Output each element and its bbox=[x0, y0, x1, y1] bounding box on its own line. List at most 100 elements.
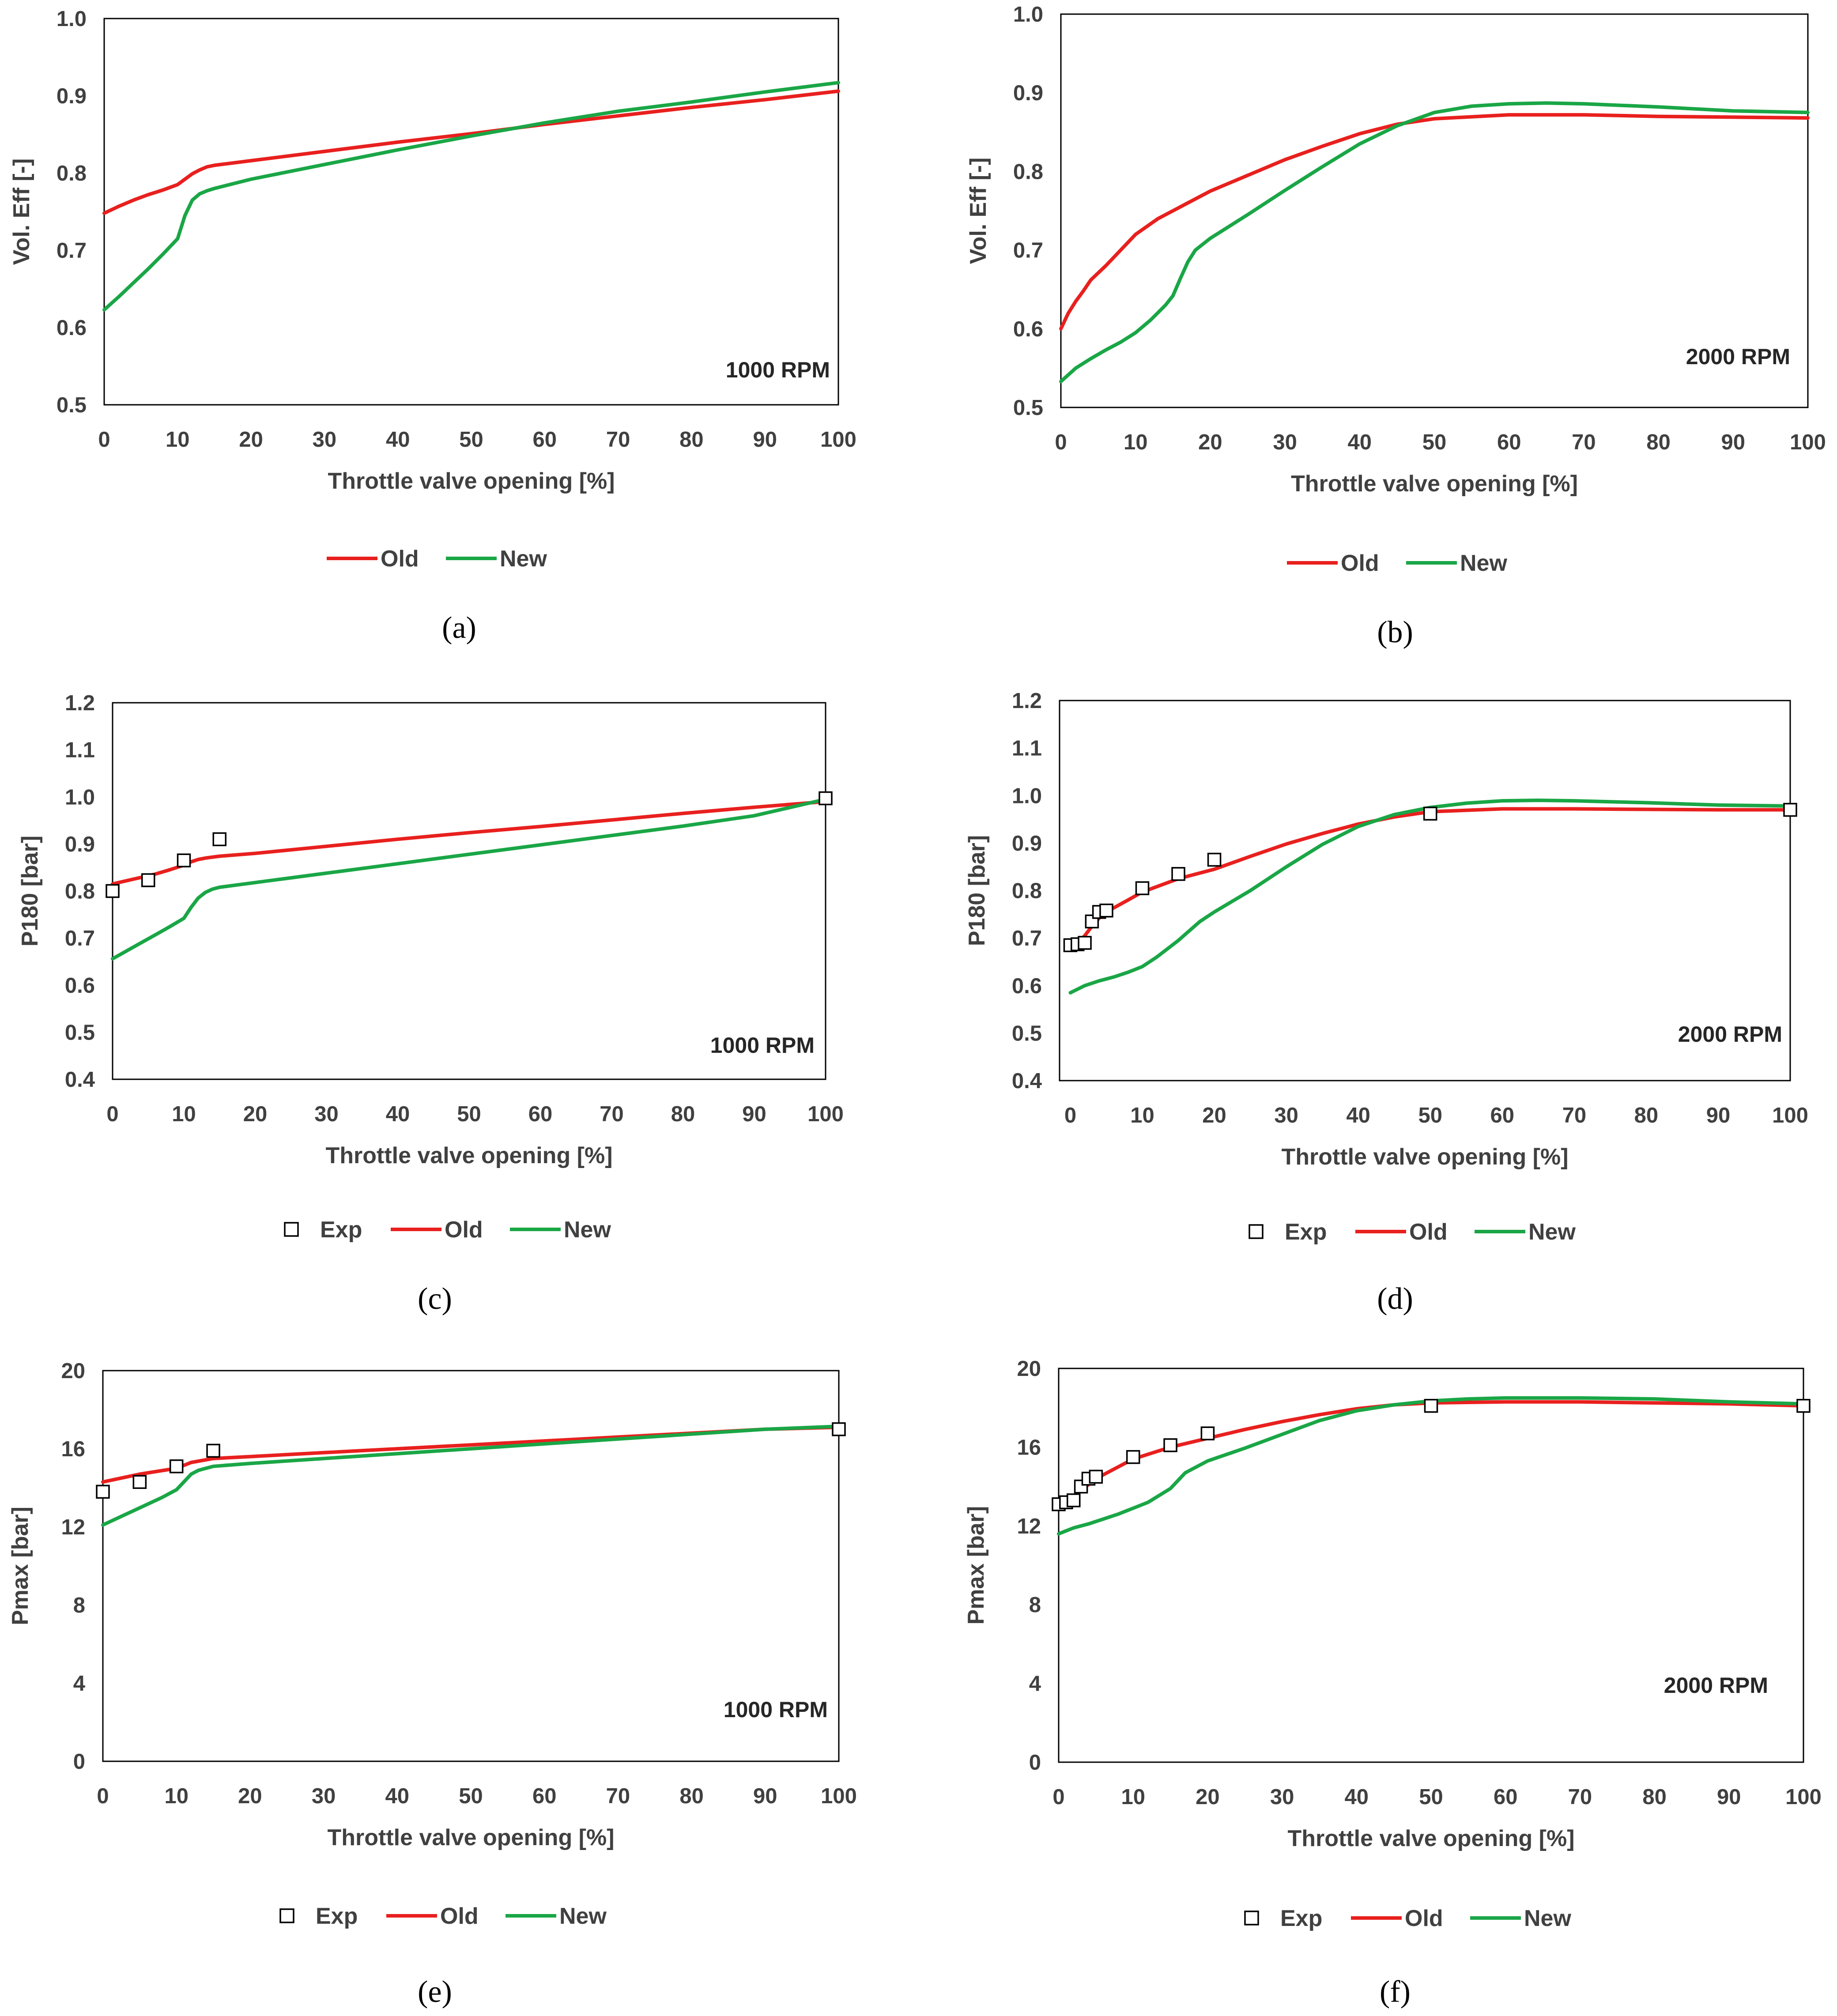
exp-marker bbox=[206, 1443, 220, 1458]
series-line-old bbox=[111, 799, 827, 886]
x-tick-label: 100 bbox=[1785, 1785, 1822, 1809]
x-tick-label: 100 bbox=[820, 428, 856, 452]
x-tick-label: 100 bbox=[807, 1102, 844, 1126]
x-axis-label: Throttle valve opening [%] bbox=[325, 1143, 612, 1168]
chart-f: 0 10 20 30 40 50 60 70 80 90 100 0 4 8 12 16 20 Throttle … bbox=[963, 1357, 1822, 2009]
legend-label-new: New bbox=[1524, 1906, 1571, 1931]
y-tick-label: 20 bbox=[1017, 1357, 1041, 1381]
rpm-annotation: 2000 RPM bbox=[1678, 1022, 1782, 1047]
legend-label-new: New bbox=[1528, 1219, 1576, 1245]
legend: Exp Old New bbox=[1244, 1906, 1571, 1931]
legend-exp-marker bbox=[284, 1222, 299, 1237]
exp-marker bbox=[1135, 881, 1150, 895]
series-line-new bbox=[1068, 799, 1792, 995]
chart-d: 0 10 20 30 40 50 60 70 80 90 100 0.4 0.5 0.6 0.7 0.8 0.9… bbox=[964, 689, 1808, 1316]
y-tick-label: 0.4 bbox=[65, 1068, 95, 1092]
x-tick-label: 50 bbox=[1419, 1785, 1443, 1809]
rpm-annotation: 1000 RPM bbox=[726, 358, 830, 382]
x-tick-label: 90 bbox=[753, 428, 777, 452]
y-tick-label: 0.6 bbox=[1012, 974, 1042, 998]
legend-exp-marker bbox=[279, 1908, 294, 1923]
x-tick-label: 20 bbox=[243, 1102, 268, 1126]
y-tick-label: 1.2 bbox=[65, 691, 95, 715]
exp-marker bbox=[1074, 1479, 1088, 1494]
legend-label-old: Old bbox=[1341, 550, 1379, 576]
chart-a: 0 10 20 30 40 50 60 70 80 90 100 0.5 0.6 0.7 0.8 0.9 1.0… bbox=[9, 7, 856, 645]
y-axis-label: Pmax [bar] bbox=[963, 1506, 989, 1625]
y-tick-label: 0 bbox=[73, 1750, 85, 1774]
legend-label-new: New bbox=[1460, 550, 1507, 576]
x-tick-label: 80 bbox=[671, 1102, 695, 1126]
series-line-new bbox=[1057, 1396, 1805, 1536]
x-tick-label: 50 bbox=[1418, 1104, 1442, 1127]
y-tick-label: 0.8 bbox=[57, 162, 87, 185]
series-line-old bbox=[102, 89, 840, 215]
legend-exp-marker bbox=[1249, 1224, 1264, 1239]
y-axis-label: P180 [bar] bbox=[17, 836, 43, 946]
x-tick-label: 80 bbox=[1642, 1785, 1667, 1809]
exp-marker bbox=[1424, 1398, 1438, 1413]
x-tick-label: 0 bbox=[1055, 430, 1067, 454]
x-tick-label: 100 bbox=[1790, 430, 1826, 454]
x-tick-label: 60 bbox=[1494, 1785, 1518, 1809]
y-tick-label: 0.4 bbox=[1012, 1069, 1042, 1093]
legend-label-exp: Exp bbox=[316, 1903, 358, 1929]
exp-marker bbox=[1207, 852, 1222, 867]
y-tick-label: 0.5 bbox=[1013, 396, 1043, 420]
x-tick-label: 10 bbox=[164, 1784, 189, 1808]
legend-exp-marker bbox=[1244, 1910, 1259, 1926]
series-line-new bbox=[101, 1424, 841, 1527]
x-tick-label: 100 bbox=[1772, 1104, 1808, 1127]
y-tick-label: 20 bbox=[61, 1359, 85, 1383]
x-tick-label: 10 bbox=[1124, 430, 1148, 454]
series-line-old bbox=[1059, 113, 1810, 331]
panel-caption: (c) bbox=[418, 1282, 452, 1316]
plot-frame bbox=[112, 702, 826, 1080]
exp-marker bbox=[212, 832, 226, 846]
x-tick-label: 20 bbox=[1202, 1104, 1226, 1127]
legend: Old New bbox=[1287, 550, 1507, 576]
x-tick-label: 40 bbox=[386, 428, 410, 452]
rpm-annotation: 2000 RPM bbox=[1664, 1673, 1768, 1698]
y-tick-label: 0.9 bbox=[1013, 81, 1043, 105]
x-tick-label: 40 bbox=[1346, 1104, 1370, 1127]
y-tick-label: 0.9 bbox=[57, 84, 87, 108]
x-tick-label: 80 bbox=[679, 1784, 704, 1808]
x-tick-label: 10 bbox=[1121, 1785, 1145, 1809]
y-tick-label: 12 bbox=[61, 1515, 85, 1539]
y-tick-label: 0.6 bbox=[1013, 317, 1043, 341]
legend-label-exp: Exp bbox=[1285, 1219, 1327, 1245]
legend-label-exp: Exp bbox=[320, 1217, 362, 1243]
plot-frame bbox=[103, 18, 839, 406]
x-tick-label: 60 bbox=[1497, 430, 1521, 454]
y-tick-label: 0.9 bbox=[65, 833, 95, 856]
panel-caption: (d) bbox=[1377, 1282, 1413, 1316]
plot-frame bbox=[1060, 13, 1809, 408]
y-tick-label: 0.6 bbox=[65, 974, 95, 998]
y-axis-label: Vol. Eff [-] bbox=[9, 158, 34, 265]
x-tick-label: 10 bbox=[1130, 1104, 1154, 1127]
legend: Exp Old New bbox=[279, 1903, 607, 1929]
legend-label-new: New bbox=[564, 1217, 611, 1243]
x-axis-label: Throttle valve opening [%] bbox=[327, 1825, 614, 1850]
legend-label-new: New bbox=[500, 546, 547, 572]
y-tick-label: 16 bbox=[61, 1437, 85, 1461]
x-axis-label: Throttle valve opening [%] bbox=[1281, 1144, 1568, 1170]
exp-marker bbox=[1085, 914, 1099, 929]
exp-marker bbox=[1796, 1398, 1811, 1413]
y-tick-label: 1.0 bbox=[57, 7, 87, 31]
x-tick-label: 70 bbox=[1572, 430, 1596, 454]
exp-marker bbox=[1783, 803, 1797, 817]
x-tick-label: 30 bbox=[313, 428, 337, 452]
x-tick-label: 90 bbox=[1721, 430, 1746, 454]
panel-caption: (b) bbox=[1377, 615, 1413, 649]
rpm-annotation: 1000 RPM bbox=[710, 1033, 815, 1058]
y-tick-label: 0.8 bbox=[1013, 160, 1043, 184]
exp-marker bbox=[819, 791, 833, 806]
y-tick-label: 0.7 bbox=[1012, 927, 1042, 950]
legend: Exp Old New bbox=[284, 1217, 611, 1243]
plot-frame bbox=[1058, 1368, 1804, 1763]
legend-label-old: Old bbox=[1409, 1219, 1448, 1245]
x-tick-label: 90 bbox=[753, 1784, 777, 1808]
exp-marker bbox=[1126, 1450, 1140, 1464]
